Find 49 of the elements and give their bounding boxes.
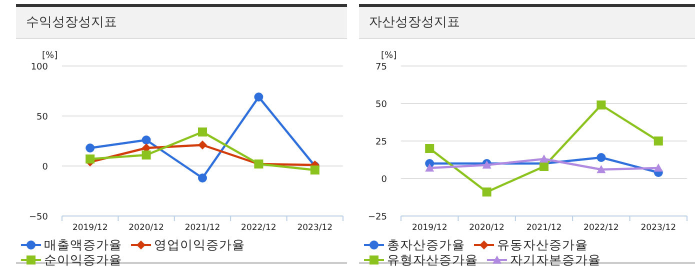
x-tick-label: 2020/12	[128, 223, 164, 233]
y-tick-label: 50	[36, 112, 48, 122]
point	[540, 154, 548, 163]
legend-label: 순이익증가율	[44, 252, 122, 267]
point	[540, 162, 548, 171]
y-tick-label: 0	[381, 175, 388, 185]
x-tick-label: 2021/12	[526, 223, 562, 233]
y-tick-label: 75	[376, 62, 387, 72]
legend-label: 영업이익증가율	[154, 237, 245, 252]
y-tick-label: −50	[29, 212, 48, 222]
x-tick-label: 2020/12	[469, 223, 504, 233]
x-tick-label: 2022/12	[584, 223, 619, 233]
x-tick-label: 2023/12	[297, 223, 333, 233]
x-tick-label: 2022/12	[241, 223, 276, 233]
legend-label: 유형자산증가율	[387, 252, 478, 267]
chart-title: 자산성장성지표	[359, 4, 695, 39]
point	[596, 153, 606, 162]
point	[254, 92, 264, 102]
y-tick-label: −25	[368, 212, 387, 222]
legend-label: 유동자산증가율	[497, 237, 588, 252]
y-tick-label: 25	[376, 138, 387, 148]
point	[596, 165, 606, 174]
y-axis-title: [%]	[381, 51, 397, 61]
y-tick-label: 100	[30, 62, 48, 72]
point	[425, 164, 434, 172]
x-tick-label: 2019/12	[412, 223, 448, 233]
x-tick-label: 2019/12	[72, 223, 108, 233]
x-tick-label: 2023/12	[640, 223, 676, 233]
point	[142, 136, 151, 144]
chart-title: 수익성장성지표	[16, 4, 347, 39]
legend-label: 매출액증가율	[44, 237, 122, 252]
point	[86, 154, 95, 164]
point	[425, 144, 434, 153]
x-tick-label: 2021/12	[184, 223, 220, 233]
point	[654, 136, 663, 146]
point	[310, 166, 320, 174]
point	[198, 174, 207, 182]
y-axis-title: [%]	[42, 51, 58, 61]
point	[142, 150, 151, 160]
point	[482, 188, 492, 196]
point	[198, 140, 207, 150]
point	[86, 144, 95, 152]
point	[654, 164, 663, 172]
y-tick-label: 0	[42, 162, 48, 172]
y-tick-label: 50	[376, 100, 388, 110]
point	[596, 100, 606, 110]
point	[198, 128, 207, 136]
legend-label: 자기자본증가율	[510, 252, 601, 267]
legend-label: 총자산증가율	[387, 237, 465, 252]
